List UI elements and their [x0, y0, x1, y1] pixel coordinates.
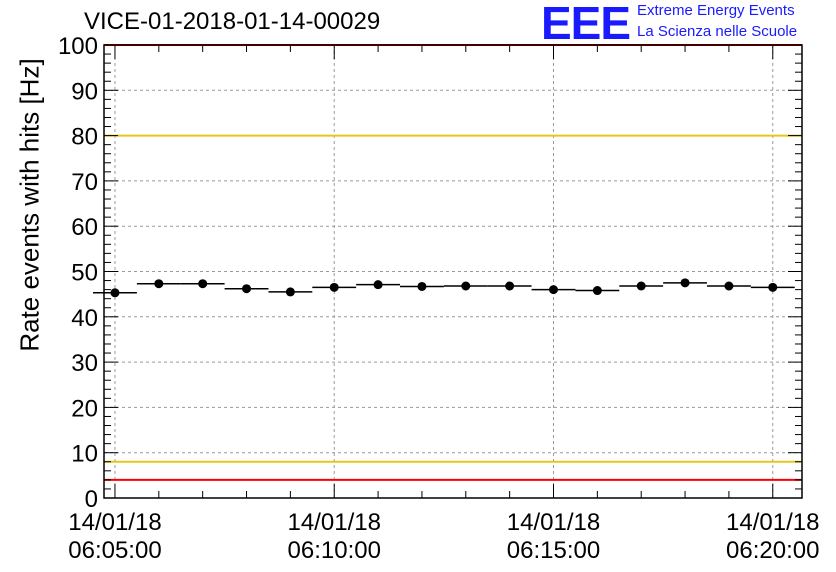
y-tick-label: 70 — [71, 169, 98, 196]
data-point — [636, 281, 646, 291]
axes — [103, 44, 803, 499]
grid-layer — [104, 45, 802, 498]
logo-line-1: Extreme Energy Events — [637, 2, 795, 19]
data-point — [417, 281, 427, 291]
data-point — [680, 278, 690, 288]
data-point — [592, 286, 602, 296]
data-point — [329, 282, 339, 292]
tick-labels: 010203040506070809010014/01/1806:05:0014… — [58, 33, 820, 564]
data-point — [724, 281, 734, 291]
x-tick-label-time: 06:05:00 — [68, 537, 161, 564]
y-axis-label: Rate events with hits [Hz] — [14, 58, 45, 352]
y-tick-label: 60 — [71, 214, 98, 241]
x-tick-label-date: 14/01/18 — [726, 509, 819, 536]
data-point — [110, 288, 120, 298]
x-tick-label-date: 14/01/18 — [288, 509, 381, 536]
y-tick-label: 10 — [71, 441, 98, 468]
data-point — [154, 279, 164, 289]
data-point — [461, 281, 471, 291]
x-tick-label-time: 06:15:00 — [507, 537, 600, 564]
reference-lines — [104, 44, 802, 481]
y-tick-label: 50 — [71, 260, 98, 287]
x-tick-label-date: 14/01/18 — [507, 509, 600, 536]
data-point — [198, 279, 208, 289]
x-tick-label-time: 06:10:00 — [288, 537, 381, 564]
y-tick-label: 0 — [85, 486, 98, 513]
y-tick-label: 90 — [71, 78, 98, 105]
data-point — [768, 282, 778, 292]
chart-title: VICE-01-2018-01-14-00029 — [84, 8, 381, 35]
y-tick-label: 30 — [71, 350, 98, 377]
data-point — [505, 281, 515, 291]
logo-line-2: La Scienza nelle Scuole — [637, 23, 798, 40]
x-tick-label-date: 14/01/18 — [68, 509, 161, 536]
data-point — [548, 285, 558, 295]
y-tick-label: 80 — [71, 124, 98, 151]
y-tick-label: 40 — [71, 305, 98, 332]
x-tick-label-time: 06:20:00 — [726, 537, 819, 564]
data-point — [285, 287, 295, 297]
data-point — [373, 280, 383, 290]
eee-logo: EEE — [541, 0, 631, 49]
y-tick-label: 20 — [71, 395, 98, 422]
data-point — [242, 284, 252, 294]
y-tick-label: 100 — [58, 33, 98, 60]
data-points — [93, 278, 795, 298]
